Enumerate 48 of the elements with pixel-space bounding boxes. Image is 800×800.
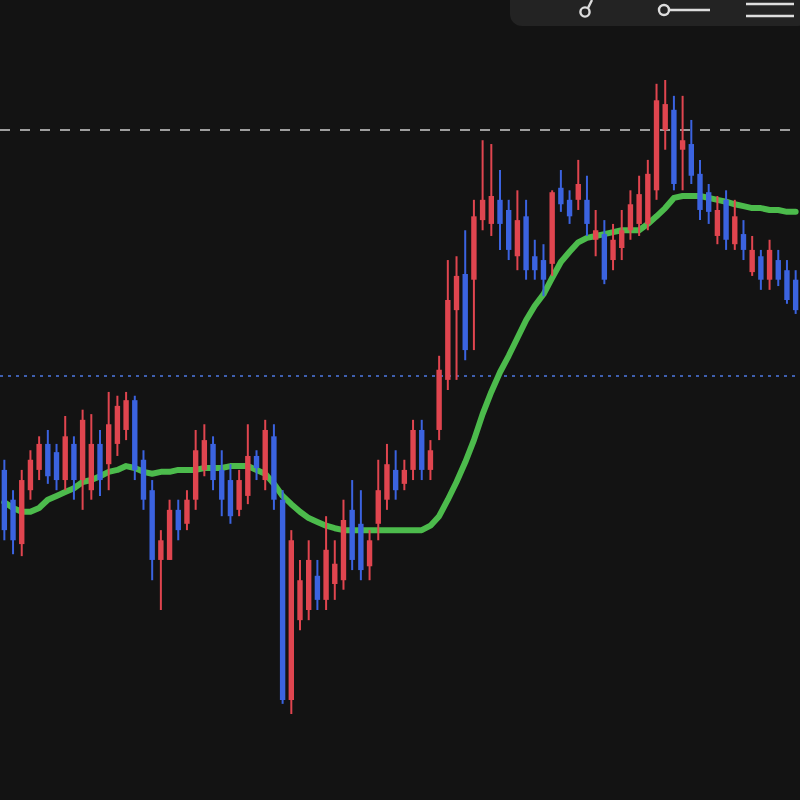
candlestick — [584, 174, 590, 237]
candlestick — [62, 415, 68, 492]
candlestick — [97, 428, 103, 497]
candlestick — [784, 259, 790, 305]
candlestick — [766, 238, 773, 291]
candlestick — [392, 449, 399, 501]
candlestick — [758, 248, 764, 291]
candlestick — [514, 189, 521, 272]
candlestick — [36, 435, 42, 482]
candlestick — [497, 169, 503, 251]
candlestick — [592, 208, 599, 258]
candlestick — [106, 390, 112, 492]
candlestick — [419, 418, 425, 482]
candlestick — [453, 255, 460, 381]
candlestick — [114, 394, 121, 457]
candlestick — [27, 449, 34, 501]
candlestick — [314, 558, 321, 612]
candlestick — [732, 198, 738, 251]
candlestick — [175, 498, 181, 542]
candlestick — [410, 418, 416, 482]
candlestick — [540, 243, 547, 298]
candlestick — [723, 189, 729, 251]
candlestick — [427, 439, 434, 482]
candlestick — [610, 222, 616, 272]
candlestick — [714, 195, 721, 246]
candlestick — [558, 169, 564, 213]
candlestick — [401, 458, 408, 492]
candlestick — [792, 269, 799, 315]
candlestick — [662, 79, 668, 151]
candlestick — [740, 219, 747, 262]
candlestick — [627, 189, 634, 241]
candlestick — [88, 413, 94, 501]
candlestick — [53, 442, 60, 492]
candlestick — [227, 463, 234, 525]
candlestick — [601, 219, 608, 286]
candlestick — [210, 435, 216, 492]
candlestick — [575, 158, 581, 211]
candlestick — [184, 489, 190, 532]
candlestick — [45, 428, 51, 485]
candlestick — [123, 390, 129, 442]
candlestick — [749, 234, 755, 277]
candlestick — [366, 529, 373, 582]
candlestick — [488, 143, 494, 237]
candlestick — [71, 435, 77, 501]
candlestick — [201, 423, 208, 478]
candlestick — [253, 449, 260, 482]
candlestick — [679, 94, 686, 192]
candlestick — [566, 189, 573, 225]
